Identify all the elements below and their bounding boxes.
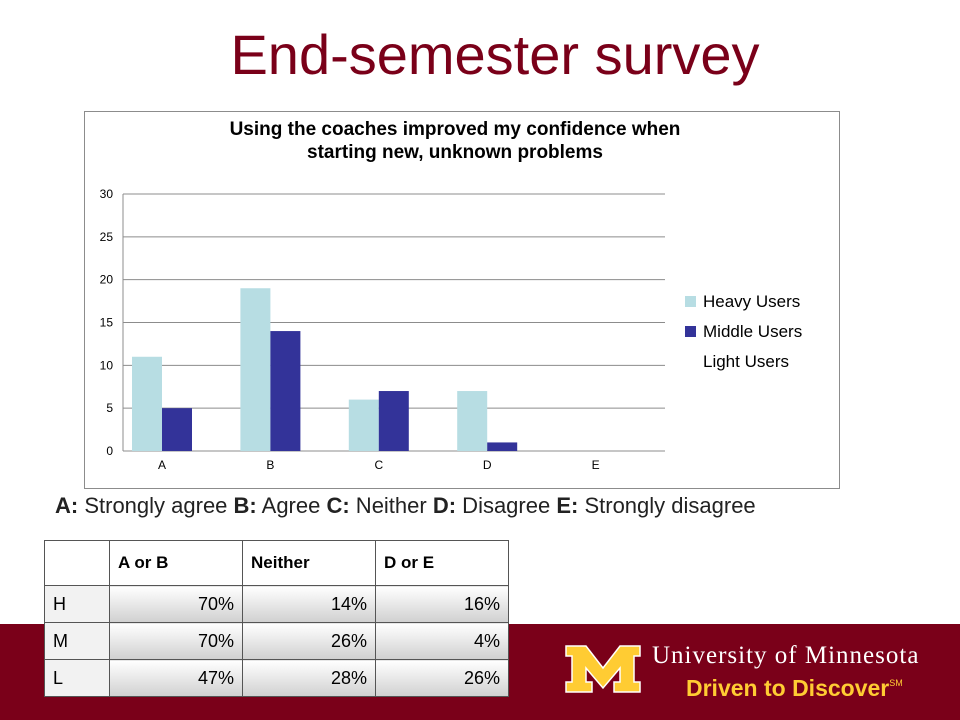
legend-item-heavy: Heavy Users — [685, 287, 802, 317]
caption-key-b: B: — [233, 493, 257, 518]
university-m-logo — [565, 645, 641, 693]
caption-key-c: C: — [326, 493, 350, 518]
caption-text-c: Neither — [349, 493, 433, 518]
slide-title: End-semester survey — [230, 23, 760, 86]
table-cell: 70% — [109, 622, 243, 660]
chart-legend: Heavy Users Middle Users Light Users — [685, 287, 802, 377]
caption-text-a: Strongly agree — [78, 493, 234, 518]
university-name: University of Minnesota — [652, 642, 920, 669]
caption-key-d: D: — [432, 493, 457, 518]
bar — [240, 288, 271, 451]
results-table: A or B Neither D or E H 70% 14% 16% M 70… — [44, 540, 509, 697]
chart-title-line-2: starting new, unknown problems — [307, 142, 603, 163]
x-tick-label: A — [158, 458, 166, 472]
table-cell: 70% — [109, 585, 243, 623]
bar — [132, 356, 162, 451]
x-tick-label: E — [592, 458, 600, 472]
legend-swatch-middle — [685, 326, 696, 337]
bar — [457, 391, 488, 451]
bar — [270, 331, 301, 451]
x-tick-label: D — [483, 458, 492, 472]
table-row: M 70% 26% 4% — [44, 622, 509, 660]
bar — [348, 399, 379, 451]
caption-text-d: Disagree — [456, 493, 557, 518]
table-cell: 4% — [375, 622, 509, 660]
table-cell: 47% — [109, 659, 243, 697]
y-tick-label: 30 — [100, 187, 114, 201]
y-tick-label: 0 — [106, 444, 113, 458]
table-cell: 26% — [242, 622, 376, 660]
chart-title-line-1: Using the coaches improved my confidence… — [229, 119, 681, 140]
legend-item-light: Light Users — [685, 347, 802, 377]
table-cell: 16% — [375, 585, 509, 623]
x-tick-label: B — [266, 458, 274, 472]
y-tick-label: 20 — [100, 273, 114, 287]
y-tick-label: 10 — [100, 358, 114, 372]
tagline: Driven to DiscoverSM — [686, 675, 903, 702]
y-tick-label: 25 — [100, 230, 114, 244]
caption-key-a: A: — [55, 493, 79, 518]
chart-frame: Using the coaches improved my confidence… — [84, 111, 840, 489]
table-row-label: M — [44, 622, 110, 660]
service-mark: SM — [889, 678, 903, 688]
table-header-corner — [44, 540, 110, 586]
caption-text-b: Agree — [256, 493, 327, 518]
bar — [162, 408, 192, 451]
answer-key-caption: A: Strongly agree B: Agree C: Neither D:… — [55, 493, 756, 519]
table-header-cell: A or B — [109, 540, 243, 586]
legend-item-middle: Middle Users — [685, 317, 802, 347]
table-header-row: A or B Neither D or E — [44, 540, 509, 586]
table-row: H 70% 14% 16% — [44, 585, 509, 623]
table-row: L 47% 28% 26% — [44, 659, 509, 697]
bar-chart: 0 5 10 15 20 25 30 A B C D E — [100, 187, 665, 472]
bar — [378, 391, 409, 451]
y-tick-label: 5 — [106, 401, 113, 415]
chart-title: Using the coaches improved my confidence… — [85, 118, 825, 164]
legend-label-middle: Middle Users — [703, 322, 803, 341]
table-header-cell: Neither — [242, 540, 376, 586]
bar — [487, 442, 518, 451]
tagline-text: Driven to Discover — [686, 675, 890, 701]
legend-swatch-light — [685, 356, 696, 367]
table-row-label: L — [44, 659, 110, 697]
legend-label-light: Light Users — [703, 352, 789, 371]
table-row-label: H — [44, 585, 110, 623]
table-header-cell: D or E — [375, 540, 509, 586]
caption-key-e: E: — [556, 493, 579, 518]
table-cell: 14% — [242, 585, 376, 623]
legend-swatch-heavy — [685, 296, 696, 307]
y-tick-label: 15 — [100, 316, 114, 330]
legend-label-heavy: Heavy Users — [703, 292, 801, 311]
caption-text-e: Strongly disagree — [578, 493, 756, 518]
x-tick-label: C — [374, 458, 383, 472]
table-cell: 28% — [242, 659, 376, 697]
table-cell: 26% — [375, 659, 509, 697]
